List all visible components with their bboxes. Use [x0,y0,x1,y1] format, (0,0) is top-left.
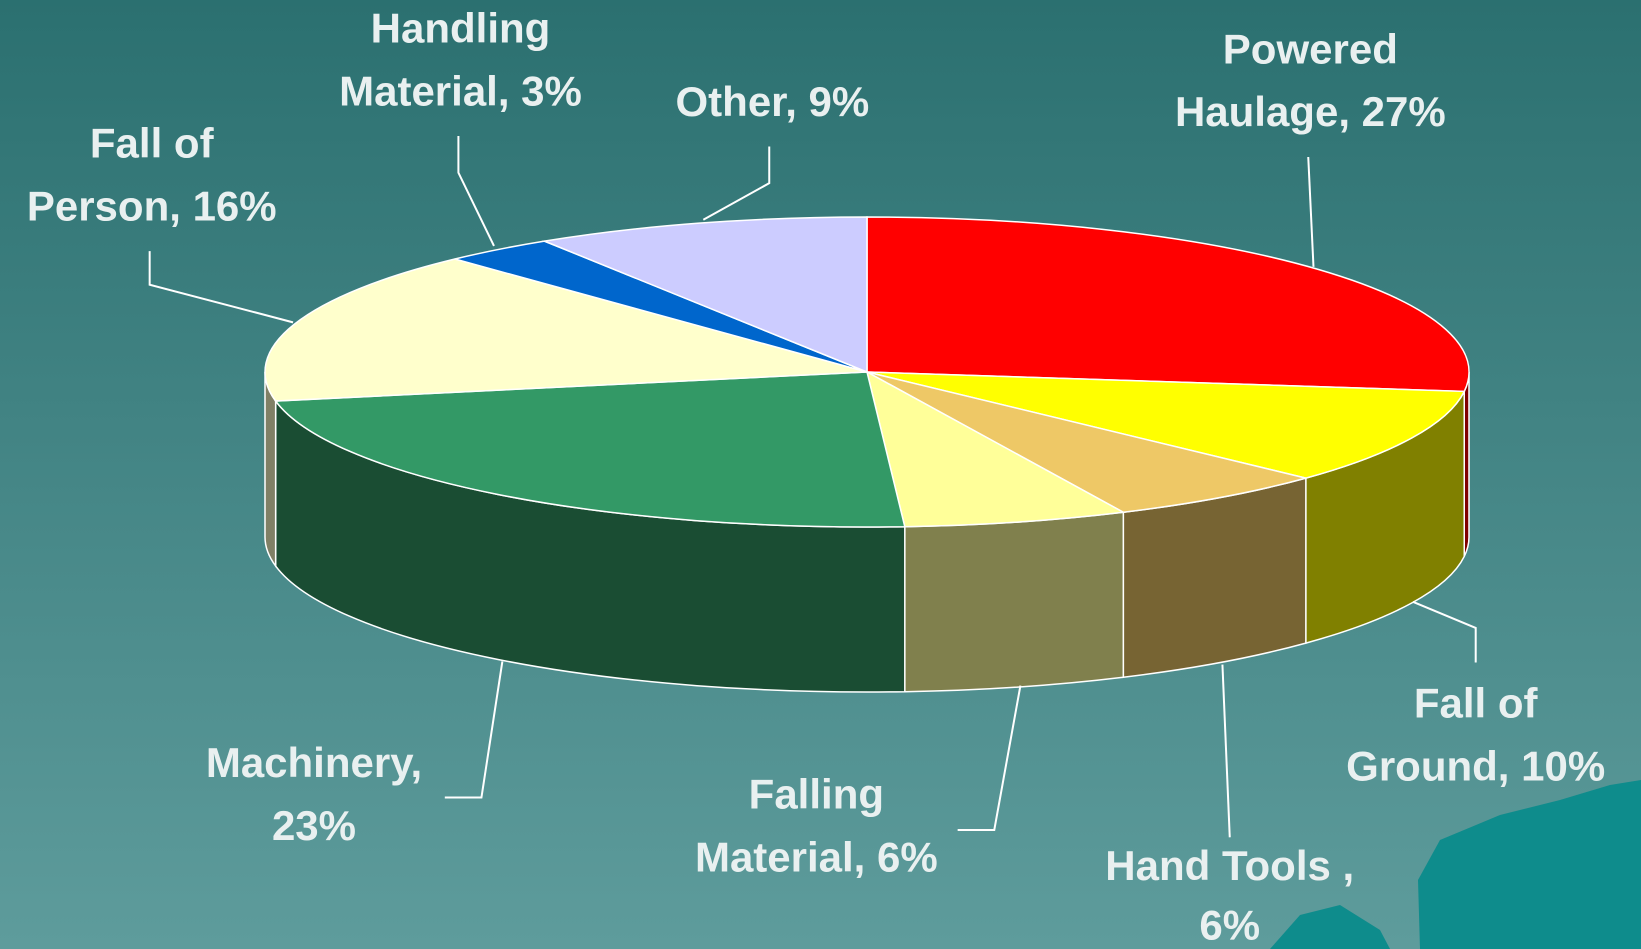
slice [866,371,1466,479]
slice-side [264,371,277,569]
slice [866,216,1470,393]
decor-hill [1270,905,1390,949]
data-label: Falling [749,771,884,818]
leader-line [457,136,495,247]
slice [274,371,906,528]
data-label: Material, 6% [695,833,938,880]
data-label: Material, 3% [339,67,582,114]
decor-hill [1418,780,1641,949]
leader-line [1412,600,1477,663]
data-label: Hand Tools , [1105,842,1354,889]
data-label: Handling [371,4,551,51]
data-label: Person, 16% [27,182,277,229]
pie-labels: Powered Haulage, 27% Fall of Ground, 10% Han… [27,4,1605,948]
leader-line [148,251,294,324]
slice [541,216,868,374]
data-label: Powered [1223,25,1398,72]
data-label: 23% [272,802,356,849]
data-label: 6% [1199,901,1260,948]
data-label: Fall of [1414,680,1539,727]
data-label: Machinery, [206,739,422,786]
leader-line [444,661,504,799]
slice [865,370,1126,528]
data-label: Haulage, 27% [1175,88,1446,135]
data-label: Ground, 10% [1346,742,1605,789]
leader-line [1221,664,1231,838]
leader-line [1307,156,1315,267]
data-label: Fall of [90,120,215,167]
leader-line [957,685,1022,831]
slice [264,258,868,402]
slice-side [904,511,1125,693]
pie-tops [264,216,1470,528]
leader-line [702,146,771,221]
slice [866,371,1307,514]
data-label: Other, 9% [676,78,870,125]
